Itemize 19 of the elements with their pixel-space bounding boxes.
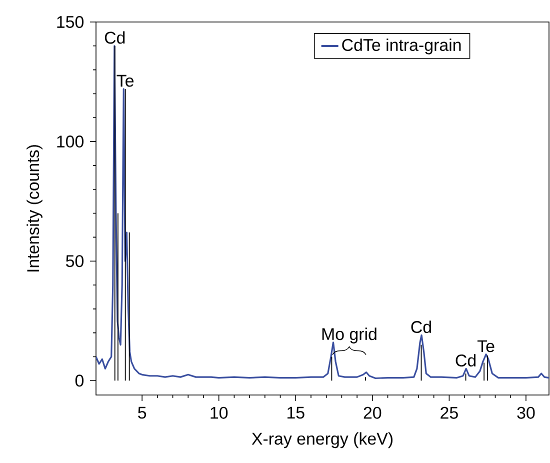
y-axis-title: Intensity (counts): [26, 145, 42, 272]
y-tick-label: 50: [66, 255, 84, 268]
annotation: Cd: [456, 354, 476, 367]
x-axis-title: X-ray energy (keV): [252, 432, 392, 448]
y-tick-label: 100: [57, 136, 84, 148]
annotation: Te: [477, 340, 494, 352]
x-tick-label: 15: [288, 406, 304, 419]
legend-label: CdTe intra-grain: [342, 38, 461, 54]
annotation: Mo grid: [322, 328, 376, 344]
x-tick-label: 25: [440, 406, 458, 419]
annotation: Cd: [411, 320, 431, 334]
annotation: Cd: [104, 31, 125, 44]
y-tick-label: 150: [57, 16, 84, 28]
x-tick-label: 5: [138, 406, 146, 419]
x-tick-label: 20: [364, 406, 382, 419]
x-tick-label: 10: [210, 406, 228, 419]
x-tick-label: 30: [517, 406, 535, 419]
annotation: Te: [116, 74, 134, 87]
y-tick-label: 0: [75, 374, 84, 387]
